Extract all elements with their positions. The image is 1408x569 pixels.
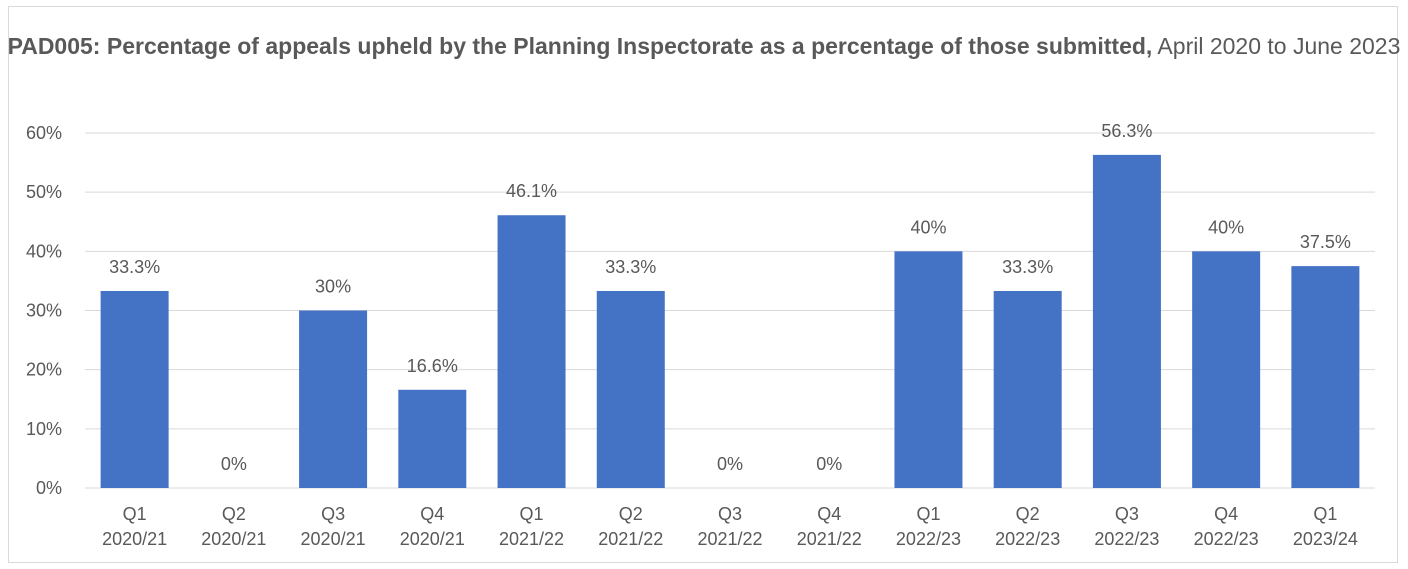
x-tick-label-year: 2022/23 xyxy=(1194,529,1259,549)
bars xyxy=(100,154,1360,488)
bar xyxy=(596,290,665,488)
bar xyxy=(1092,154,1161,488)
x-tick-label-quarter: Q1 xyxy=(520,504,544,524)
bar xyxy=(993,290,1062,488)
bar xyxy=(1291,266,1360,488)
x-tick-label: Q1 2023/24 xyxy=(1293,504,1358,549)
x-tick-label-year: 2020/21 xyxy=(201,529,266,549)
bar xyxy=(894,251,963,488)
y-tick-label: 0% xyxy=(36,478,62,498)
x-tick-label: Q4 2022/23 xyxy=(1194,504,1259,549)
gridlines xyxy=(85,132,1375,489)
chart-title: PAD005: Percentage of appeals upheld by … xyxy=(0,30,1408,62)
x-tick-label-quarter: Q2 xyxy=(619,504,643,524)
x-tick-label-year: 2022/23 xyxy=(1094,529,1159,549)
bar xyxy=(1192,251,1261,488)
chart-title-bold: PAD005: Percentage of appeals upheld by … xyxy=(7,33,1153,59)
x-tick-label-year: 2020/21 xyxy=(400,529,465,549)
bar xyxy=(398,389,467,488)
x-tick-label-quarter: Q3 xyxy=(321,504,345,524)
data-label: 0% xyxy=(221,454,247,474)
data-label: 0% xyxy=(717,454,743,474)
x-tick-label: Q4 2021/22 xyxy=(797,504,862,549)
data-label: 16.6% xyxy=(407,356,458,376)
x-tick-label-quarter: Q2 xyxy=(222,504,246,524)
x-tick-label-year: 2021/22 xyxy=(697,529,762,549)
x-tick-label-year: 2021/22 xyxy=(499,529,564,549)
data-label: 40% xyxy=(910,217,946,237)
x-tick-label-quarter: Q3 xyxy=(1115,504,1139,524)
data-label: 56.3% xyxy=(1101,121,1152,141)
data-label: 33.3% xyxy=(605,257,656,277)
chart-frame xyxy=(8,6,1398,563)
data-label: 33.3% xyxy=(1002,257,1053,277)
data-label: 30% xyxy=(315,277,351,297)
x-tick-label: Q1 2021/22 xyxy=(499,504,564,549)
x-tick-label-quarter: Q1 xyxy=(123,504,147,524)
x-tick-label-quarter: Q4 xyxy=(817,504,841,524)
x-tick-label: Q2 2022/23 xyxy=(995,504,1060,549)
x-tick-label: Q3 2021/22 xyxy=(697,504,762,549)
chart-title-normal: April 2020 to June 2023 xyxy=(1152,33,1401,59)
x-tick-label-year: 2021/22 xyxy=(797,529,862,549)
x-tick-label-quarter: Q4 xyxy=(1214,504,1238,524)
y-tick-label: 50% xyxy=(26,182,62,202)
data-label: 37.5% xyxy=(1300,232,1351,252)
y-tick-label: 30% xyxy=(26,301,62,321)
y-tick-label: 60% xyxy=(26,123,62,143)
bar xyxy=(299,310,368,488)
x-tick-label-year: 2020/21 xyxy=(301,529,366,549)
x-tick-label: Q2 2021/22 xyxy=(598,504,663,549)
x-tick-label-quarter: Q2 xyxy=(1016,504,1040,524)
x-tick-label-quarter: Q1 xyxy=(916,504,940,524)
x-tick-label-year: 2023/24 xyxy=(1293,529,1358,549)
x-tick-label: Q1 2022/23 xyxy=(896,504,961,549)
data-label: 46.1% xyxy=(506,181,557,201)
x-tick-label: Q4 2020/21 xyxy=(400,504,465,549)
data-labels: 33.3% 0% 30% 16.6% 46.1% 33.3% 0% 0% 40% 33.3% 56.… xyxy=(109,121,1351,474)
x-tick-label-year: 2022/23 xyxy=(896,529,961,549)
y-tick-label: 40% xyxy=(26,241,62,261)
x-tick-label-quarter: Q3 xyxy=(718,504,742,524)
data-label: 0% xyxy=(816,454,842,474)
data-label: 40% xyxy=(1208,217,1244,237)
y-tick-label: 20% xyxy=(26,360,62,380)
x-tick-label: Q2 2020/21 xyxy=(201,504,266,549)
x-tick-label-quarter: Q1 xyxy=(1313,504,1337,524)
x-tick-label-year: 2021/22 xyxy=(598,529,663,549)
x-tick-label: Q3 2020/21 xyxy=(301,504,366,549)
bar xyxy=(497,215,566,488)
x-tick-label-quarter: Q4 xyxy=(420,504,444,524)
bar xyxy=(100,290,169,488)
x-tick-label-year: 2022/23 xyxy=(995,529,1060,549)
x-tick-label: Q1 2020/21 xyxy=(102,504,167,549)
y-tick-label: 10% xyxy=(26,419,62,439)
data-label: 33.3% xyxy=(109,257,160,277)
x-tick-label: Q3 2022/23 xyxy=(1094,504,1159,549)
x-tick-label-year: 2020/21 xyxy=(102,529,167,549)
